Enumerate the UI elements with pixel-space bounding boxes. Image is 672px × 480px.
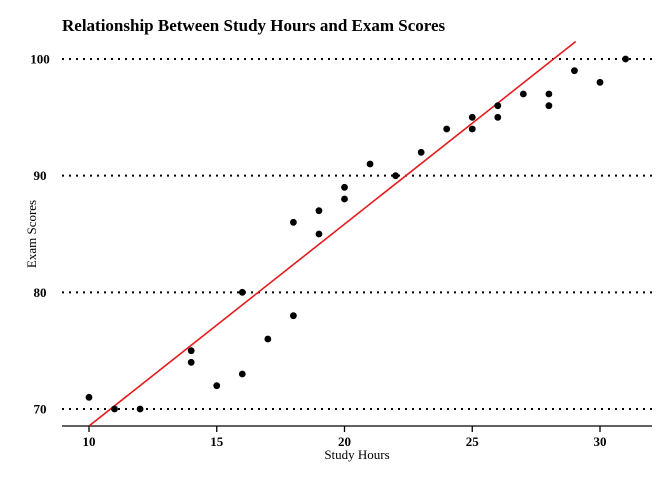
x-tick-label-30: 30 — [594, 434, 607, 449]
data-point-4 — [187, 358, 195, 366]
axis-ticks: 70 80 90 100 10 15 20 25 30 — [30, 52, 606, 450]
data-point-11 — [315, 207, 323, 215]
x-axis-label: Study Hours — [324, 447, 389, 462]
data-point-8 — [264, 335, 272, 343]
data-point-22 — [494, 113, 502, 121]
data-point-26 — [571, 67, 578, 75]
regression-line — [88, 40, 577, 427]
data-point-15 — [366, 160, 374, 168]
x-tick-label-20: 20 — [338, 434, 351, 449]
data-point-28 — [622, 55, 629, 63]
data-point-27 — [596, 78, 604, 86]
data-point-3 — [187, 347, 195, 355]
y-tick-label-80: 80 — [34, 285, 47, 300]
data-point-24 — [545, 90, 553, 98]
data-point-23 — [519, 90, 527, 98]
data-point-25 — [545, 102, 553, 110]
data-point-2 — [136, 405, 144, 413]
data-point-14 — [341, 195, 348, 203]
regression-line-group — [88, 40, 577, 427]
data-point-20 — [468, 125, 476, 133]
data-point-19 — [468, 113, 476, 121]
x-tick-label-25: 25 — [466, 434, 480, 449]
y-axis-label: Exam Scores — [24, 200, 39, 268]
data-point-18 — [443, 125, 451, 133]
data-point-17 — [417, 148, 425, 156]
scatter-points — [85, 55, 629, 413]
chart-title: Relationship Between Study Hours and Exa… — [62, 16, 446, 35]
data-point-6 — [238, 288, 246, 296]
data-point-5 — [213, 382, 221, 390]
data-point-7 — [238, 370, 246, 378]
data-point-0 — [85, 393, 93, 401]
x-tick-label-15: 15 — [210, 434, 224, 449]
y-tick-label-90: 90 — [34, 168, 47, 183]
data-point-13 — [341, 183, 348, 191]
y-tick-label-70: 70 — [34, 402, 47, 417]
data-point-16 — [392, 172, 399, 180]
data-point-9 — [290, 218, 297, 226]
data-point-12 — [315, 230, 323, 238]
grid-lines — [62, 58, 652, 410]
y-tick-label-100: 100 — [30, 52, 50, 67]
data-point-21 — [494, 102, 502, 110]
data-point-1 — [111, 405, 118, 413]
x-tick-label-10: 10 — [83, 434, 96, 449]
data-point-10 — [290, 312, 297, 320]
